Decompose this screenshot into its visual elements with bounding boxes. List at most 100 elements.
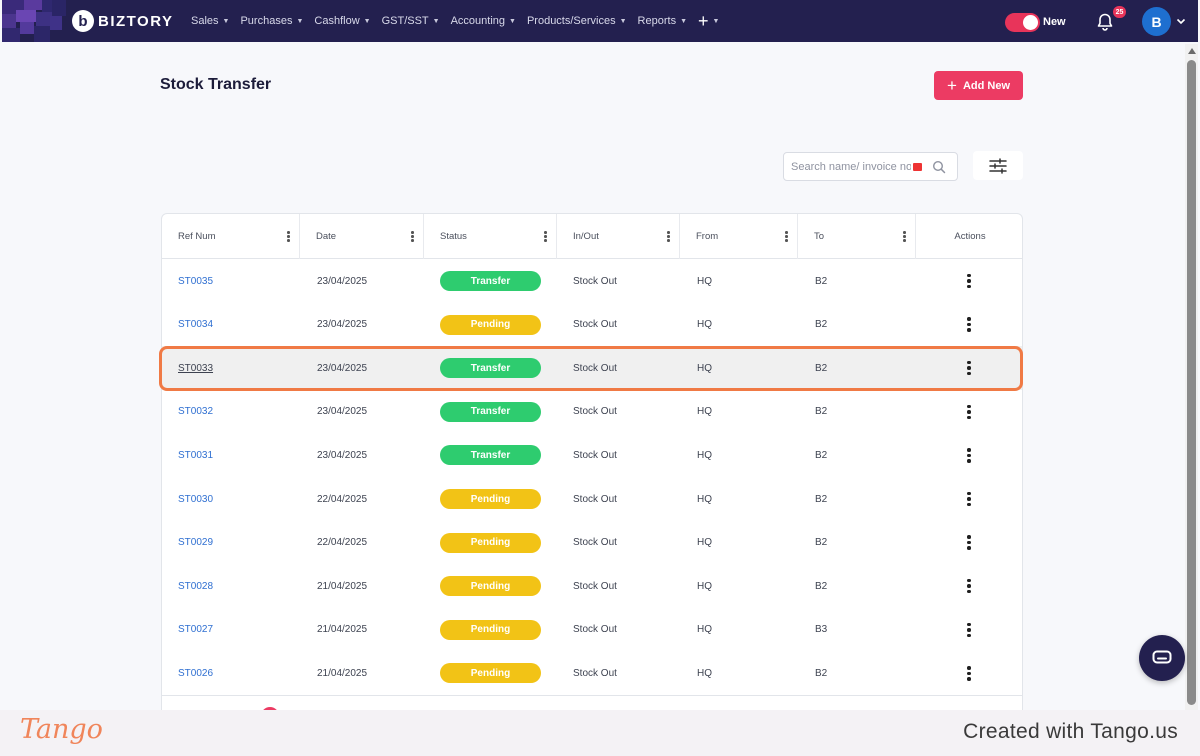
- user-avatar[interactable]: B: [1142, 7, 1171, 36]
- ref-num-link[interactable]: ST0028: [178, 580, 214, 592]
- table-row[interactable]: ST0030 22/04/2025 Pending Stock Out HQ B2: [162, 477, 1022, 521]
- ref-num-link[interactable]: ST0035: [178, 275, 214, 287]
- column-header-in-out[interactable]: In/Out: [557, 214, 680, 259]
- in-out-cell: Stock Out: [573, 275, 617, 287]
- row-actions-kebab-icon[interactable]: [967, 404, 971, 420]
- status-badge: Pending: [440, 532, 541, 553]
- add-new-button[interactable]: + Add New: [934, 71, 1023, 100]
- ref-num-link[interactable]: ST0027: [178, 624, 214, 636]
- nav-item-purchases[interactable]: Purchases ▼: [240, 15, 303, 27]
- nav-item-products-services[interactable]: Products/Services ▼: [527, 15, 627, 27]
- table-row[interactable]: ST0028 21/04/2025 Pending Stock Out HQ B2: [162, 564, 1022, 608]
- tango-footer: [0, 710, 1200, 756]
- new-ui-toggle[interactable]: [1005, 13, 1040, 32]
- column-menu-icon[interactable]: [785, 231, 788, 242]
- chat-launcher[interactable]: [1139, 635, 1185, 681]
- ref-num-link[interactable]: ST0033: [178, 362, 214, 374]
- table-row[interactable]: ST0033 23/04/2025 Transfer Stock Out HQ B2: [162, 346, 1022, 391]
- search-input[interactable]: [791, 160, 911, 173]
- bell-icon[interactable]: [1095, 12, 1115, 32]
- nav-item-cashflow[interactable]: Cashflow ▼: [314, 15, 370, 27]
- column-header-from[interactable]: From: [680, 214, 798, 259]
- column-menu-icon[interactable]: [667, 231, 670, 242]
- row-actions-kebab-icon[interactable]: [967, 578, 971, 594]
- column-header-date[interactable]: Date: [300, 214, 424, 259]
- date-cell: 21/04/2025: [317, 580, 368, 592]
- status-badge: Pending: [440, 576, 541, 597]
- table-row[interactable]: ST0026 21/04/2025 Pending Stock Out HQ B2: [162, 651, 1022, 695]
- nav-item-gst-sst[interactable]: GST/SST ▼: [382, 15, 440, 27]
- from-cell: HQ: [697, 624, 712, 636]
- nav-item-label: Cashflow: [314, 15, 360, 27]
- brand-logo[interactable]: b BIZTORY: [72, 10, 174, 32]
- caret-down-icon: ▼: [222, 17, 230, 25]
- nav-item-label: GST/SST: [381, 15, 429, 27]
- table-row[interactable]: ST0027 21/04/2025 Pending Stock Out HQ B3: [162, 608, 1022, 652]
- row-actions-kebab-icon[interactable]: [967, 317, 971, 332]
- column-menu-icon[interactable]: [544, 231, 547, 242]
- row-actions-kebab-icon[interactable]: [967, 360, 971, 376]
- ref-num-link[interactable]: ST0034: [178, 319, 214, 331]
- table-row[interactable]: ST0034 23/04/2025 Pending Stock Out HQ B2: [162, 303, 1022, 347]
- search-icon[interactable]: [932, 160, 946, 174]
- from-cell: HQ: [697, 537, 712, 549]
- date-cell: 21/04/2025: [317, 667, 368, 679]
- in-out-cell: Stock Out: [573, 537, 617, 549]
- row-actions-kebab-icon[interactable]: [967, 535, 971, 550]
- table-row[interactable]: ST0035 23/04/2025 Transfer Stock Out HQ B2: [162, 259, 1022, 303]
- row-actions-kebab-icon[interactable]: [967, 273, 971, 289]
- from-cell: HQ: [697, 580, 712, 592]
- ref-num-link[interactable]: ST0030: [178, 493, 214, 505]
- row-actions-kebab-icon[interactable]: [967, 666, 971, 681]
- nav-item-reports[interactable]: Reports ▼: [638, 15, 687, 27]
- filter-button[interactable]: [973, 151, 1023, 180]
- in-out-cell: Stock Out: [573, 624, 617, 636]
- date-cell: 23/04/2025: [317, 275, 368, 287]
- chat-icon: [1152, 650, 1172, 664]
- caret-down-icon: ▼: [432, 17, 440, 25]
- in-out-cell: Stock Out: [573, 449, 617, 461]
- column-menu-icon[interactable]: [411, 231, 414, 242]
- in-out-cell: Stock Out: [573, 580, 617, 592]
- column-menu-icon[interactable]: [287, 231, 290, 242]
- date-cell: 21/04/2025: [317, 624, 368, 636]
- column-header-label: From: [696, 231, 719, 242]
- status-badge: Transfer: [440, 445, 541, 466]
- search-box[interactable]: [783, 152, 958, 181]
- table-row[interactable]: ST0029 22/04/2025 Pending Stock Out HQ B2: [162, 521, 1022, 565]
- date-cell: 23/04/2025: [317, 406, 368, 418]
- ref-num-link[interactable]: ST0031: [178, 449, 214, 461]
- status-badge: Transfer: [440, 401, 541, 422]
- nav-item-accounting[interactable]: Accounting ▼: [451, 15, 516, 27]
- table-row[interactable]: ST0031 23/04/2025 Transfer Stock Out HQ B2: [162, 433, 1022, 477]
- to-cell: B2: [815, 493, 828, 505]
- brand-mark: b: [72, 10, 94, 32]
- column-header-ref-num[interactable]: Ref Num: [162, 214, 300, 259]
- table-row[interactable]: ST0032 23/04/2025 Transfer Stock Out HQ B2: [162, 390, 1022, 434]
- nav-add-menu[interactable]: + ▼: [698, 11, 719, 32]
- ref-num-link[interactable]: ST0032: [178, 406, 214, 418]
- in-out-cell: Stock Out: [573, 667, 617, 679]
- ref-num-link[interactable]: ST0026: [178, 667, 214, 679]
- column-menu-icon[interactable]: [903, 231, 906, 242]
- column-header-actions[interactable]: Actions: [916, 214, 1022, 259]
- to-cell: B2: [815, 667, 828, 679]
- top-navbar: b BIZTORY Sales ▼ Purchases ▼ Cashflow ▼ GST/S…: [2, 0, 1198, 42]
- column-header-status[interactable]: Status: [424, 214, 557, 259]
- row-actions-kebab-icon[interactable]: [967, 448, 971, 463]
- from-cell: HQ: [697, 406, 712, 418]
- page-title: Stock Transfer: [160, 76, 272, 93]
- scroll-up-arrow[interactable]: [1188, 48, 1196, 54]
- nav-item-label: Products/Services: [526, 15, 616, 27]
- nav-item-sales[interactable]: Sales ▼: [191, 15, 229, 27]
- ref-num-link[interactable]: ST0029: [178, 537, 214, 549]
- row-actions-kebab-icon[interactable]: [967, 622, 971, 638]
- status-badge: Pending: [440, 663, 541, 684]
- from-cell: HQ: [697, 449, 712, 461]
- column-header-to[interactable]: To: [798, 214, 916, 259]
- to-cell: B2: [815, 275, 828, 287]
- scrollbar-thumb[interactable]: [1187, 60, 1196, 705]
- row-actions-kebab-icon[interactable]: [967, 491, 971, 507]
- to-cell: B2: [815, 580, 828, 592]
- chevron-down-icon[interactable]: [1175, 15, 1187, 27]
